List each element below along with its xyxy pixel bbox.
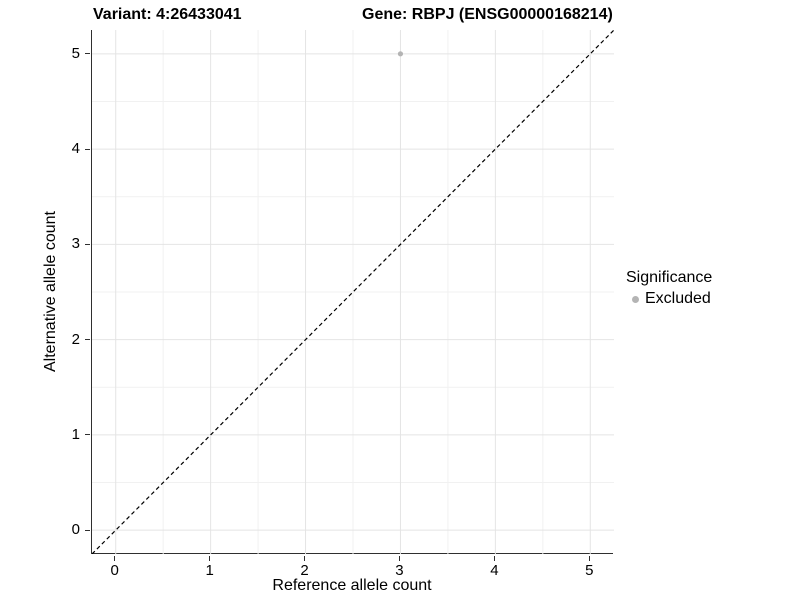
x-tick-label: 1 <box>205 562 214 579</box>
plot-title-variant: Variant: 4:26433041 <box>93 6 242 23</box>
y-tick-mark <box>84 53 90 55</box>
x-tick-label: 4 <box>490 562 499 579</box>
data-point <box>397 51 404 57</box>
y-tick-label: 0 <box>71 521 80 539</box>
x-tick-mark <box>114 555 116 561</box>
legend: Significance Excluded <box>626 269 712 308</box>
y-tick-mark <box>84 148 90 150</box>
x-tick-mark <box>493 555 495 561</box>
x-tick-mark <box>398 555 400 561</box>
x-tick-label: 5 <box>585 562 594 579</box>
y-axis-title: Alternative allele count <box>42 211 59 373</box>
x-axis-title: Reference allele count <box>272 577 432 594</box>
y-tick-label: 4 <box>71 140 80 158</box>
x-tick-mark <box>304 555 306 561</box>
legend-point-icon <box>632 295 639 303</box>
legend-entry-excluded: Excluded <box>626 290 712 308</box>
legend-entry-label: Excluded <box>645 290 711 307</box>
identity-dashed-line <box>92 30 614 554</box>
x-tick-mark <box>588 555 590 561</box>
x-tick-mark <box>209 555 211 561</box>
y-tick-label: 3 <box>71 235 80 253</box>
y-tick-label: 2 <box>71 330 80 348</box>
plot-title-gene: Gene: RBPJ (ENSG00000168214) <box>362 6 613 23</box>
x-tick-label: 2 <box>300 562 309 579</box>
y-tick-mark <box>84 243 90 245</box>
legend-title: Significance <box>626 269 713 286</box>
y-tick-label: 1 <box>71 425 80 443</box>
x-tick-label: 3 <box>395 562 404 579</box>
plot-panel <box>91 30 614 554</box>
y-tick-mark <box>84 339 90 341</box>
y-tick-mark <box>84 529 90 531</box>
y-tick-mark <box>84 434 90 436</box>
y-tick-label: 5 <box>71 44 80 62</box>
plot-canvas <box>92 30 614 554</box>
x-tick-label: 0 <box>110 562 119 579</box>
